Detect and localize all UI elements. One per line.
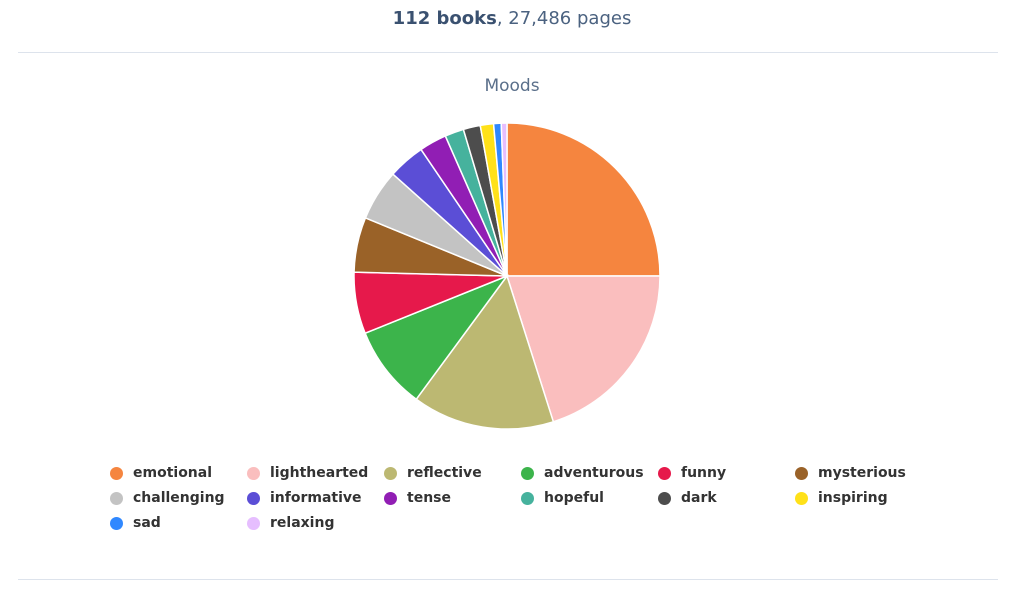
legend-item-dark[interactable]: dark xyxy=(658,490,717,506)
legend-label: adventurous xyxy=(544,465,644,481)
book-count: 112 books xyxy=(392,8,497,29)
legend-label: challenging xyxy=(133,490,225,506)
legend-dot-icon xyxy=(110,491,123,505)
pie-slice-emotional[interactable] xyxy=(506,122,661,277)
legend-dot-icon xyxy=(521,466,534,480)
page-count: 27,486 pages xyxy=(508,8,632,29)
legend-label: dark xyxy=(681,490,717,506)
legend-item-emotional[interactable]: emotional xyxy=(110,465,212,481)
legend-dot-icon xyxy=(247,466,260,480)
legend-label: mysterious xyxy=(818,465,906,481)
legend-dot-icon xyxy=(384,466,397,480)
moods-pie-chart[interactable] xyxy=(350,119,664,433)
top-divider xyxy=(18,52,998,53)
legend-item-mysterious[interactable]: mysterious xyxy=(795,465,906,481)
legend-label: sad xyxy=(133,515,161,531)
pie-slice-lighthearted[interactable] xyxy=(505,275,661,423)
pie-slice-relaxing[interactable] xyxy=(500,122,508,277)
legend-label: lighthearted xyxy=(270,465,369,481)
legend-item-relaxing[interactable]: relaxing xyxy=(247,515,334,531)
legend-dot-icon xyxy=(795,491,808,505)
legend-item-funny[interactable]: funny xyxy=(658,465,726,481)
legend-item-hopeful[interactable]: hopeful xyxy=(521,490,604,506)
legend-dot-icon xyxy=(247,491,260,505)
legend-item-lighthearted[interactable]: lighthearted xyxy=(247,465,368,481)
legend-dot-icon xyxy=(384,491,397,505)
legend-dot-icon xyxy=(658,491,671,505)
legend-label: inspiring xyxy=(818,490,888,506)
legend-dot-icon xyxy=(521,491,534,505)
legend-dot-icon xyxy=(110,466,123,480)
chart-title: Moods xyxy=(484,76,540,96)
legend-label: hopeful xyxy=(544,490,604,506)
legend-label: informative xyxy=(270,490,362,506)
legend-label: emotional xyxy=(133,465,213,481)
bottom-divider xyxy=(18,579,998,580)
legend-item-sad[interactable]: sad xyxy=(110,515,161,531)
pie-slice-reflective[interactable] xyxy=(415,274,555,430)
legend-item-adventurous[interactable]: adventurous xyxy=(521,465,644,481)
legend-label: relaxing xyxy=(270,515,335,531)
legend-item-reflective[interactable]: reflective xyxy=(384,465,482,481)
legend-label: reflective xyxy=(407,465,482,481)
legend-item-inspiring[interactable]: inspiring xyxy=(795,490,888,506)
legend-item-challenging[interactable]: challenging xyxy=(110,490,225,506)
legend-item-tense[interactable]: tense xyxy=(384,490,451,506)
legend-label: funny xyxy=(681,465,727,481)
pie-slice-adventurous[interactable] xyxy=(364,274,510,401)
legend-dot-icon xyxy=(658,466,671,480)
legend-label: tense xyxy=(407,490,451,506)
legend-dot-icon xyxy=(247,516,260,530)
legend-dot-icon xyxy=(110,516,123,530)
legend-dot-icon xyxy=(795,466,808,480)
legend-item-informative[interactable]: informative xyxy=(247,490,362,506)
summary-line: 112 books, 27,486 pages xyxy=(392,8,632,29)
